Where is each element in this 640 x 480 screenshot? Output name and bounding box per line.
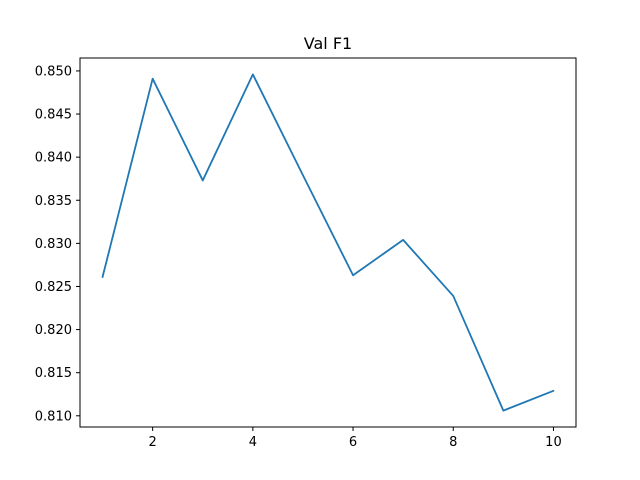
y-tick-label: 0.850 xyxy=(35,64,72,79)
y-tick-label: 0.810 xyxy=(35,409,72,424)
y-tick-label: 0.815 xyxy=(35,366,72,381)
x-tick-label: 10 xyxy=(545,435,562,450)
x-tick-label: 6 xyxy=(349,435,357,450)
y-tick-label: 0.820 xyxy=(35,323,72,338)
y-tick-label: 0.825 xyxy=(35,280,72,295)
x-tick-label: 2 xyxy=(149,435,157,450)
chart-title: Val F1 xyxy=(304,34,352,53)
y-axis: 0.810 0.815 0.820 0.825 0.830 0.835 0.840 0.845… xyxy=(35,64,80,424)
x-axis: 2 4 6 8 10 xyxy=(149,427,562,450)
y-tick-label: 0.845 xyxy=(35,108,72,123)
series-line-0 xyxy=(101,73,555,412)
y-tick-label: 0.840 xyxy=(35,151,72,166)
axes-frame xyxy=(79,57,577,428)
x-tick-label: 8 xyxy=(449,435,457,450)
y-tick-label: 0.830 xyxy=(35,237,72,252)
x-tick-label: 4 xyxy=(249,435,257,450)
y-tick-label: 0.835 xyxy=(35,194,72,209)
plot-area xyxy=(101,73,555,412)
